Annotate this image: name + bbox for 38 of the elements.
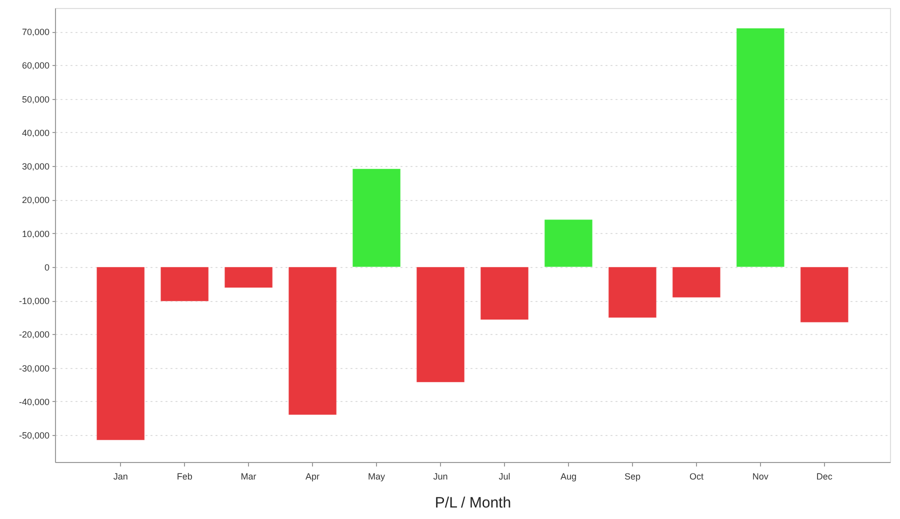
- y-tick-label: 10,000: [22, 228, 50, 239]
- bar: [736, 28, 785, 268]
- x-tick-label: Dec: [816, 472, 833, 482]
- bar: [224, 266, 273, 288]
- y-tick-label: 30,000: [22, 162, 50, 172]
- y-tick-label: 70,000: [22, 27, 50, 38]
- y-tick-label: -30,000: [18, 363, 50, 374]
- y-tick-label: 60,000: [22, 60, 50, 71]
- x-tick-label: Jul: [498, 472, 510, 482]
- y-tick-label: 40,000: [22, 128, 50, 138]
- x-tick-label: Apr: [306, 472, 320, 482]
- x-tick-label: Oct: [689, 472, 704, 482]
- bar: [416, 266, 465, 383]
- y-tick-label: -40,000: [18, 396, 50, 407]
- bar: [288, 266, 337, 416]
- x-tick-label: Mar: [240, 472, 256, 482]
- y-tick-label: 0: [44, 262, 50, 272]
- bar: [608, 266, 657, 318]
- x-tick-label: Feb: [176, 472, 192, 482]
- bar: [800, 266, 849, 323]
- x-tick-label: Aug: [560, 472, 576, 482]
- bar: [672, 266, 721, 298]
- y-tick-label: 50,000: [22, 94, 50, 104]
- x-tick-label: Jun: [433, 472, 448, 482]
- x-tick-label: Sep: [624, 472, 640, 482]
- y-tick-label: -10,000: [18, 296, 50, 306]
- y-tick-label: 20,000: [22, 195, 50, 206]
- y-tick-label: -20,000: [18, 330, 50, 340]
- bar: [544, 219, 593, 268]
- bar: [96, 266, 145, 440]
- bar: [352, 168, 401, 268]
- x-axis-title: P/L / Month: [434, 494, 512, 512]
- x-tick-label: Nov: [752, 472, 769, 482]
- x-tick-label: May: [368, 472, 386, 482]
- bar: [160, 266, 209, 302]
- bar: [480, 266, 529, 320]
- y-tick-label: -50,000: [18, 430, 50, 441]
- x-tick-label: Jan: [113, 472, 128, 482]
